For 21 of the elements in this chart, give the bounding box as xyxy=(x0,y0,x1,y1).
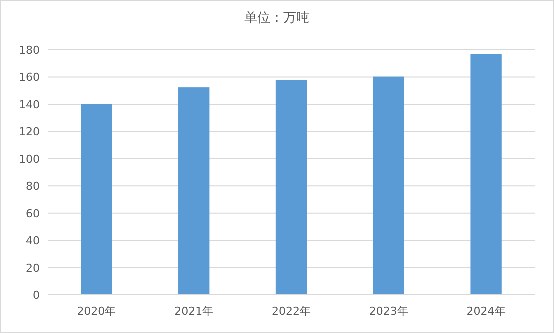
x-tick-label: 2023年 xyxy=(369,305,408,318)
y-tick-label: 60 xyxy=(26,207,40,220)
y-tick-label: 120 xyxy=(19,126,40,139)
y-tick-label: 80 xyxy=(26,180,40,194)
y-tick-label: 100 xyxy=(19,152,40,166)
y-tick-label: 40 xyxy=(26,234,40,248)
y-tick-label: 160 xyxy=(19,71,40,84)
bar xyxy=(373,76,404,295)
x-tick-label: 2020年 xyxy=(77,305,116,318)
y-tick-label: 180 xyxy=(19,44,40,57)
y-tick-label: 0 xyxy=(33,289,40,302)
x-tick-label: 2021年 xyxy=(174,305,214,318)
x-tick-label: 2024年 xyxy=(466,305,506,318)
bar xyxy=(470,54,502,295)
x-tick-label: 2022年 xyxy=(272,305,311,318)
bar xyxy=(178,88,210,295)
chart-title: 单位：万吨 xyxy=(244,11,310,26)
y-tick-label: 140 xyxy=(19,98,40,112)
bar xyxy=(276,80,308,295)
bar xyxy=(81,104,112,295)
y-tick-label: 20 xyxy=(26,262,40,275)
